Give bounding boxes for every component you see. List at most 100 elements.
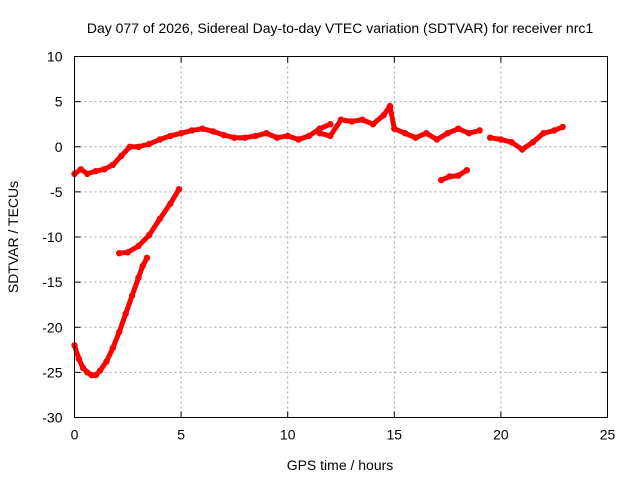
data-point <box>188 127 195 134</box>
data-point <box>109 344 117 352</box>
y-tick-label: -15 <box>42 274 62 290</box>
y-axis-title: SDTVAR / TECUs <box>5 181 21 293</box>
data-point <box>139 262 146 270</box>
data-point <box>124 249 131 256</box>
data-point <box>77 166 85 173</box>
data-point <box>316 125 323 132</box>
x-tick-label: 25 <box>600 427 616 443</box>
data-point <box>241 134 249 141</box>
data-point <box>369 121 377 128</box>
x-axis-title: GPS time / hours <box>287 457 394 473</box>
data-point <box>463 167 470 174</box>
y-tick-label: -25 <box>42 364 62 380</box>
data-point <box>455 172 462 179</box>
data-point <box>177 130 185 137</box>
data-point <box>551 127 558 134</box>
data-point <box>359 116 366 123</box>
data-point <box>327 121 334 128</box>
data-point <box>156 136 163 143</box>
data-point <box>135 242 142 250</box>
data-point <box>476 127 483 134</box>
data-point <box>337 116 345 123</box>
data-point <box>519 146 526 153</box>
y-tick-label: -5 <box>50 184 63 200</box>
data-point <box>109 161 117 168</box>
y-tick-label: -30 <box>42 410 62 426</box>
data-point <box>455 125 462 132</box>
data-point <box>75 355 83 362</box>
data-point <box>116 328 123 335</box>
data-point <box>103 358 110 365</box>
data-point <box>96 367 104 374</box>
data-point <box>135 274 142 281</box>
x-tick-label: 20 <box>493 427 509 443</box>
data-point <box>348 118 355 125</box>
data-point <box>126 143 134 150</box>
axis-ticks <box>74 56 608 418</box>
data-point <box>122 310 129 317</box>
data-point <box>465 130 473 137</box>
data-point <box>156 215 163 223</box>
data-point <box>559 123 566 131</box>
data-point <box>167 132 174 140</box>
grid-lines <box>74 56 608 418</box>
data-point <box>128 292 136 299</box>
data-point <box>487 134 494 141</box>
y-tick-labels: -30 -25 -20 -15 -10 -5 0 5 10 <box>42 49 62 426</box>
data-point <box>263 130 270 137</box>
series-small-segment <box>438 167 470 183</box>
data-point <box>84 170 91 177</box>
data-point <box>444 130 451 137</box>
data-point <box>101 166 108 173</box>
data-point <box>380 112 387 119</box>
data-point <box>284 132 291 140</box>
y-tick-label: 5 <box>55 94 63 110</box>
data-point <box>79 364 87 372</box>
x-tick-label: 0 <box>71 427 79 443</box>
data-point <box>175 186 183 193</box>
data-point <box>135 143 142 150</box>
data-point <box>412 134 419 141</box>
data-point <box>433 136 441 143</box>
series-rising-arc <box>116 186 182 256</box>
data-point <box>199 125 206 132</box>
data-point <box>446 173 453 180</box>
data-point <box>401 130 409 137</box>
data-series <box>71 102 566 379</box>
series-dip-arc <box>72 255 150 378</box>
y-tick-label: -20 <box>42 319 62 335</box>
data-point <box>508 139 515 146</box>
data-point <box>92 371 100 379</box>
data-point <box>209 128 217 135</box>
data-point <box>497 136 505 143</box>
y-tick-label: -10 <box>42 229 62 245</box>
data-point <box>252 132 259 140</box>
data-point <box>295 136 302 143</box>
data-point <box>220 131 227 139</box>
data-point <box>529 139 537 146</box>
data-point <box>118 152 125 159</box>
data-point <box>145 232 153 239</box>
data-point <box>438 176 445 184</box>
data-point <box>167 200 174 207</box>
series-mid-track <box>317 103 483 142</box>
data-point <box>273 134 281 141</box>
x-tick-labels: 0 5 10 15 20 25 <box>71 427 616 443</box>
data-point <box>386 102 394 110</box>
y-tick-label: 10 <box>47 49 63 65</box>
data-point <box>423 130 430 137</box>
data-point <box>116 250 123 257</box>
data-point <box>231 134 238 141</box>
data-point <box>92 167 100 175</box>
x-tick-label: 10 <box>280 427 296 443</box>
y-tick-label: 0 <box>55 139 63 155</box>
data-point <box>391 125 398 132</box>
data-point <box>540 130 547 137</box>
data-point <box>143 254 151 261</box>
x-tick-label: 15 <box>387 427 403 443</box>
data-point <box>316 130 323 137</box>
x-tick-label: 5 <box>177 427 185 443</box>
data-point <box>305 132 313 140</box>
data-point <box>145 140 153 148</box>
